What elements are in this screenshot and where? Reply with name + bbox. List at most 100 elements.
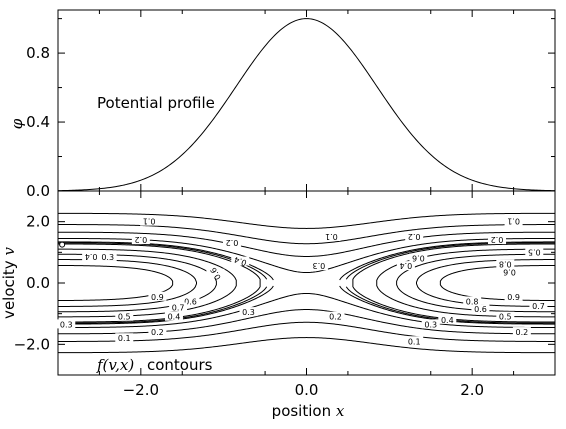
contour-label-bg	[396, 261, 415, 271]
contour-line	[58, 309, 555, 335]
contour-label-bg	[438, 314, 457, 324]
contour-line	[58, 237, 555, 274]
contour-line	[58, 337, 555, 354]
top-y-tick-label: 0.4	[26, 113, 50, 131]
bottom-x-tick-label: −2.0	[123, 381, 159, 399]
contour-label-bg	[231, 256, 250, 266]
bottom-x-axis-label: position x	[272, 402, 345, 420]
bottom-plot-frame	[57, 190, 556, 376]
bottom-y-ticks: 2.0 0.0 −2.0	[14, 190, 555, 376]
potential-profile-line	[57, 18, 556, 192]
contour-label: 0.4	[400, 261, 413, 270]
contour-label-bg	[488, 235, 507, 245]
contour-label: 0.3	[313, 261, 326, 270]
top-y-tick-label: 0.8	[26, 44, 50, 62]
contour-label-bg	[164, 311, 183, 321]
contour-label-bg	[148, 327, 167, 337]
contour-label: 0.9	[507, 293, 520, 302]
contour-label-bg	[169, 302, 188, 312]
bottom-x-tick-label: 0.0	[295, 381, 319, 399]
contour-line	[58, 286, 268, 324]
contour-label-bg	[496, 311, 515, 321]
contour-label-bg	[222, 238, 241, 248]
contour-label: 0.4	[168, 313, 181, 322]
contour-label: 0.4	[441, 316, 454, 325]
bottom-y-tick-label: −2.0	[14, 335, 50, 353]
contour-line	[416, 259, 555, 307]
contour-labels: 0.10.10.10.1 0.10.2 0.20.2 0.20.20.20.20.30…	[57, 216, 548, 346]
contour-label: 0.2	[329, 313, 342, 322]
contour-label-bg	[405, 232, 424, 241]
contour-label-bg	[326, 311, 345, 321]
contour-line	[345, 286, 555, 324]
contour-label-bg	[181, 296, 200, 306]
bottom-x-ticks: −2.0 0.0 2.0	[98, 191, 515, 399]
contour-label-bg	[463, 296, 482, 306]
contour-label-bg	[115, 311, 134, 321]
contour-label-bg	[82, 251, 101, 261]
contour-label: 0.2	[226, 238, 239, 247]
bottom-y-axis-label-text: velocity	[0, 256, 18, 319]
contour-label-bg	[504, 291, 523, 301]
contour-label-bg	[115, 333, 134, 343]
contour-label: 0.1	[408, 337, 421, 346]
contour-line	[58, 242, 268, 280]
bottom-y-axis-label-var: v	[0, 247, 18, 256]
contour-label: 0.6	[184, 297, 197, 306]
contour-label-bg	[405, 336, 424, 346]
contour-label: 0.1	[507, 217, 520, 226]
top-annotation: Potential profile	[97, 94, 215, 112]
contour-label: 0.4	[233, 255, 248, 268]
contour-line	[58, 212, 555, 229]
contour-label: 0.3	[101, 253, 114, 262]
bottom-x-axis-label-text: position	[272, 402, 336, 420]
bottom-annotation-function: f(v,x)	[96, 356, 134, 374]
contour-label-bg	[409, 253, 428, 263]
contour-line	[58, 285, 274, 325]
contour-line	[58, 243, 261, 323]
contour-label-bg	[500, 267, 519, 277]
bottom-x-tick-label: 2.0	[460, 381, 484, 399]
contour-label: 0.3	[424, 320, 437, 329]
bottom-y-axis-label: velocity v	[0, 247, 18, 319]
contour-label: 0.1	[325, 232, 338, 241]
contour-label: 0.4	[85, 252, 98, 261]
contour-label: 0.1	[143, 217, 156, 226]
contour-line	[58, 292, 555, 329]
contour-label-bg	[421, 319, 440, 329]
contour-label: 0.8	[499, 260, 512, 269]
contour-label: 0.2	[408, 232, 421, 241]
contour-lines	[58, 212, 555, 354]
contour-label-bg	[512, 327, 531, 337]
contour-line	[58, 264, 174, 302]
contour-label: 0.6	[503, 267, 516, 276]
bottom-y-tick-label: 2.0	[26, 213, 50, 231]
contour-label: 0.7	[172, 304, 185, 313]
contour-line	[339, 241, 555, 281]
top-y-ticks: 0.0 0.4 0.8	[26, 18, 555, 200]
contour-label: 0.2	[515, 328, 528, 337]
contour-label-bg	[206, 268, 225, 278]
bottom-panel: 2.00.0−2.0 −2.0 0.0 2.0 0.10.10.10.1 0.10.2…	[0, 190, 556, 420]
contour-line	[58, 231, 555, 257]
contour-label: 0.5	[499, 313, 512, 322]
contour-label-bg	[140, 216, 159, 226]
contour-label-bg	[57, 319, 76, 329]
contour-line	[58, 248, 237, 318]
contour-label: 0.5	[118, 313, 131, 322]
bottom-annotation-suffix: contours	[147, 356, 213, 374]
contour-label-bg	[504, 216, 523, 226]
contour-label: 0.6	[209, 266, 223, 282]
contour-line	[439, 264, 555, 302]
bottom-y-tick-label: 0.0	[26, 274, 50, 292]
contour-label-bg	[239, 307, 258, 317]
contour-label-bg	[529, 301, 548, 310]
contour-label: 0.6	[412, 253, 425, 262]
contour-marker	[59, 241, 66, 248]
bottom-x-axis-label-var: x	[336, 402, 345, 420]
contour-label-bg	[309, 261, 328, 271]
contour-line	[58, 224, 555, 245]
contour-label-bg	[98, 251, 117, 261]
contour-line	[345, 242, 555, 280]
